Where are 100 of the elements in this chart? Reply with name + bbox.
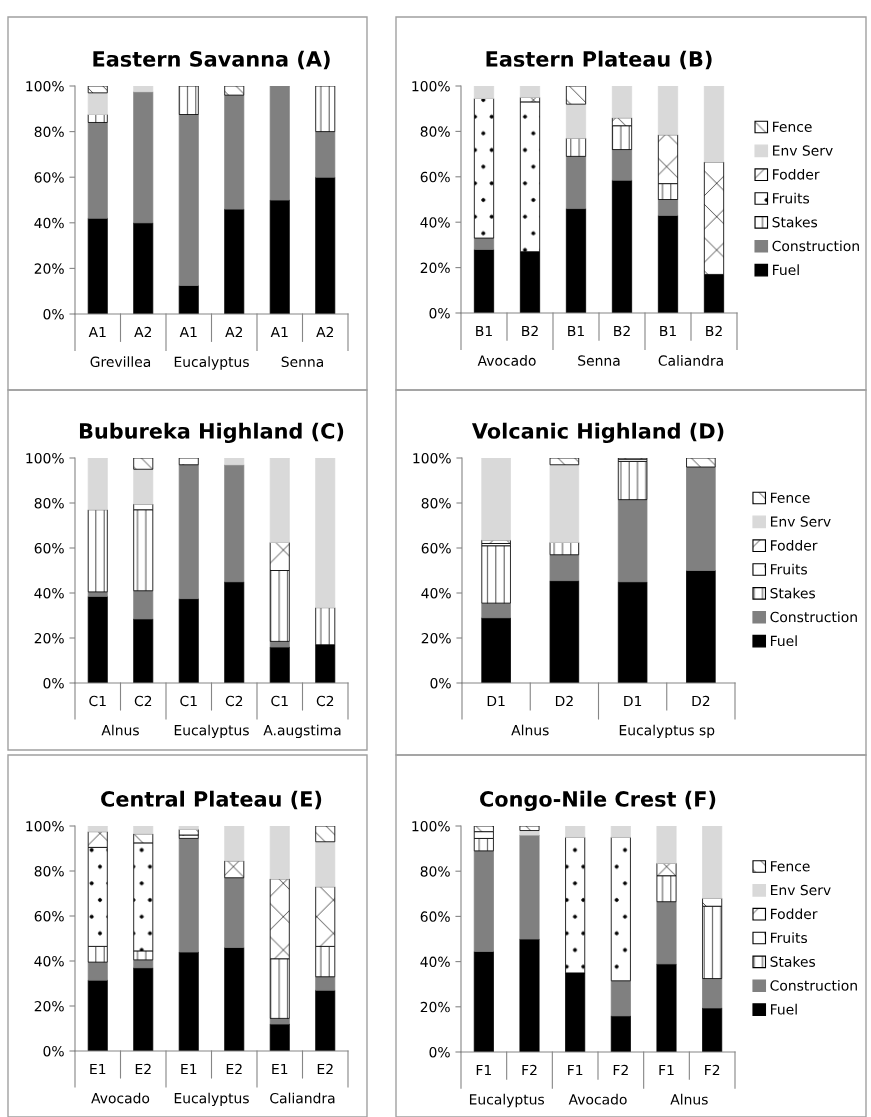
y-tick-label: 0% [429, 1046, 450, 1058]
bar [519, 86, 541, 98]
bar [269, 646, 290, 683]
bar [133, 826, 154, 835]
text: Eucalyptus sp [619, 724, 715, 739]
bar [133, 509, 154, 592]
x-tick-label: A2 [316, 326, 334, 338]
bar [224, 826, 245, 862]
x-tick-label: B2 [614, 325, 630, 337]
legend-label: Stakes [770, 587, 816, 599]
y-tick-label: 80% [34, 865, 64, 877]
legend-label: Fuel [773, 264, 799, 276]
bar [315, 176, 336, 314]
y-tick-label: 60% [420, 911, 450, 922]
legend-label: Construction [772, 240, 859, 252]
bar [224, 208, 245, 314]
bar [224, 458, 245, 466]
bar [133, 967, 154, 1051]
legend-label: Env Serv [771, 884, 831, 896]
bar [611, 86, 633, 119]
y-tick-label: 0% [43, 677, 64, 689]
bar [133, 590, 154, 620]
y-tick-label: 60% [421, 542, 451, 554]
text: Caliandra [658, 355, 723, 366]
bar [133, 618, 154, 683]
legend-label: Env Serv [770, 516, 831, 527]
text: Avocado [91, 1092, 150, 1104]
y-tick-label: 100% [26, 820, 64, 832]
legend-label: Stakes [772, 216, 818, 228]
legend-label: Stakes [770, 956, 816, 967]
bar [178, 828, 199, 836]
bar [702, 978, 723, 1009]
text: Eucalyptus [174, 724, 249, 739]
bar [657, 214, 679, 313]
legend-label: Fruits [770, 563, 807, 575]
legend-label: Env Serv [773, 145, 833, 156]
bar [224, 877, 245, 948]
x-tick-label: C1 [271, 695, 288, 707]
text: Senna [281, 356, 323, 368]
y-tick-label: 80% [34, 497, 64, 509]
bar [686, 570, 716, 683]
y-tick-label: 100% [412, 80, 450, 92]
bar [133, 458, 154, 470]
bar [473, 237, 495, 250]
legend-label: Construction [770, 980, 857, 991]
y-tick-label: 40% [34, 587, 64, 599]
y-tick-label: 20% [420, 262, 450, 274]
bar [178, 458, 199, 466]
bar [549, 580, 580, 683]
bar [87, 458, 108, 511]
bar [224, 581, 245, 683]
chart-title: Congo-Nile Crest (F) [480, 790, 716, 812]
bar [656, 963, 677, 1052]
x-tick-label: A1 [270, 326, 288, 338]
legend-label: Fuel [771, 1003, 797, 1015]
bar [178, 598, 199, 683]
bar [269, 86, 290, 201]
bar [269, 1017, 290, 1025]
bar [657, 86, 679, 136]
bar [87, 217, 108, 314]
x-tick-label: D1 [624, 695, 642, 707]
bar [519, 938, 540, 1052]
bar [549, 554, 580, 582]
bar [178, 114, 199, 286]
legend-label: Fence [773, 121, 812, 132]
legend-label: Fuel [770, 635, 797, 647]
legend-label: Fruits [771, 932, 807, 944]
y-tick-label: 60% [34, 172, 64, 183]
x-tick-label: B2 [706, 325, 722, 337]
bar [178, 837, 199, 953]
x-tick-label: C2 [225, 695, 243, 707]
bar [87, 595, 108, 683]
bar [657, 199, 679, 216]
bar [269, 458, 290, 543]
y-tick-label: 20% [34, 1000, 64, 1012]
y-tick-label: 0% [430, 677, 451, 689]
bar [87, 979, 108, 1051]
y-tick-label: 20% [420, 1001, 450, 1013]
x-tick-label: E1 [90, 1063, 106, 1075]
x-tick-label: E2 [135, 1063, 151, 1075]
bar [178, 86, 199, 115]
x-tick-label: F2 [522, 1064, 537, 1076]
bar [611, 179, 633, 313]
y-tick-label: 40% [420, 217, 450, 228]
y-tick-label: 80% [34, 126, 64, 138]
chart-title: Bubureka Highland (C) [79, 422, 344, 444]
bar [178, 826, 199, 830]
chart-title: Volcanic Highland (D) [471, 422, 724, 444]
bar [315, 131, 336, 178]
y-tick-label: 20% [34, 632, 64, 644]
x-tick-label: B2 [522, 325, 538, 337]
y-tick-label: 60% [34, 542, 64, 554]
bar [610, 1015, 631, 1052]
bar [133, 86, 154, 93]
bar [315, 989, 336, 1051]
bar [224, 947, 245, 1051]
y-tick-label: 20% [421, 632, 451, 644]
bar [519, 834, 540, 940]
bar [473, 249, 495, 313]
bar [565, 826, 586, 838]
